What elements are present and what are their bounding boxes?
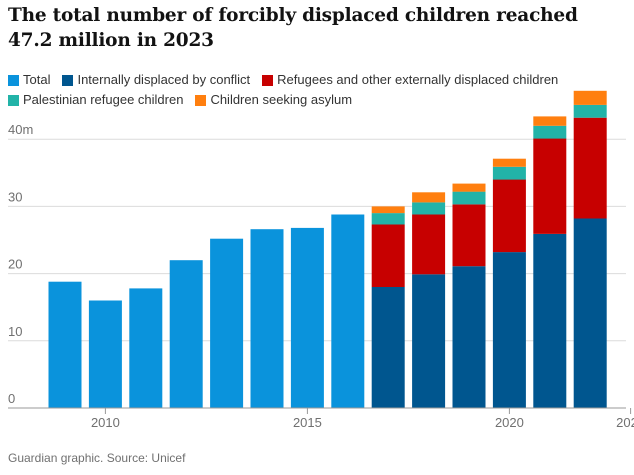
source-note: Guardian graphic. Source: Unicef xyxy=(8,451,186,465)
bar-total-2012 xyxy=(169,260,203,408)
y-tick-label-30: 30 xyxy=(8,189,22,204)
legend-row-1: Total Internally displaced by conflict R… xyxy=(8,70,630,90)
bar-total-2013 xyxy=(210,238,244,408)
bar-total-2010 xyxy=(88,300,122,408)
y-tick-label-40: 40m xyxy=(8,122,33,137)
legend-item-palestinian: Palestinian refugee children xyxy=(8,90,183,110)
x-tick-label-2015: 2015 xyxy=(293,415,322,430)
bar-palestinian-2019 xyxy=(452,191,486,205)
y-axis-labels: 0 10 20 30 40m xyxy=(8,122,33,406)
bar-idp-2018 xyxy=(412,274,446,408)
bar-palestinian-2018 xyxy=(412,202,446,215)
x-tick-label-2020: 2020 xyxy=(495,415,524,430)
chart-legend: Total Internally displaced by conflict R… xyxy=(8,70,630,110)
legend-item-refugees: Refugees and other externally displaced … xyxy=(262,70,558,90)
legend-item-asylum: Children seeking asylum xyxy=(195,90,352,110)
bar-idp-2017 xyxy=(371,287,405,408)
legend-label-refugees: Refugees and other externally displaced … xyxy=(277,72,559,87)
bar-palestinian-2017 xyxy=(371,213,405,225)
bar-refugees-2021 xyxy=(533,138,567,234)
bar-palestinian-2020 xyxy=(492,166,526,180)
bar-idp-2020 xyxy=(492,252,526,408)
legend-swatch-asylum xyxy=(195,94,207,106)
bar-total-2016 xyxy=(331,214,365,408)
legend-swatch-total xyxy=(8,74,19,86)
legend-row-2: Palestinian refugee children Children se… xyxy=(8,90,630,110)
x-axis: 2010 2015 2020 2023 xyxy=(8,407,634,430)
bar-asylum-2018 xyxy=(412,192,446,203)
bar-asylum-2021 xyxy=(533,116,567,126)
legend-label-idp: Internally displaced by conflict xyxy=(77,72,251,87)
bar-refugees-2020 xyxy=(492,179,526,253)
bars xyxy=(48,90,607,408)
legend-swatch-palestinian xyxy=(8,94,19,106)
x-tick-label-2023: 2023 xyxy=(616,415,634,430)
bar-total-2011 xyxy=(129,288,163,408)
legend-item-total: Total xyxy=(8,70,50,90)
bar-refugees-2018 xyxy=(412,214,446,275)
chart-title: The total number of forcibly displaced c… xyxy=(8,5,578,51)
x-tick-label-2010: 2010 xyxy=(91,415,120,430)
bar-asylum-2017 xyxy=(371,206,405,214)
legend-label-total: Total xyxy=(23,72,51,87)
y-tick-label-0: 0 xyxy=(8,391,15,406)
bar-palestinian-2021 xyxy=(533,125,567,139)
bar-refugees-2019 xyxy=(452,204,486,267)
bar-idp-2019 xyxy=(452,266,486,408)
bar-asylum-2022 xyxy=(573,90,607,105)
bar-total-2009 xyxy=(48,281,82,408)
legend-swatch-refugees xyxy=(262,74,274,86)
bar-refugees-2022 xyxy=(573,117,607,219)
bar-refugees-2017 xyxy=(371,224,405,287)
legend-swatch-idp xyxy=(62,74,74,86)
bar-idp-2022 xyxy=(573,218,607,408)
y-tick-label-10: 10 xyxy=(8,324,22,339)
bar-total-2014 xyxy=(250,229,284,408)
bar-asylum-2020 xyxy=(492,158,526,167)
legend-item-idp: Internally displaced by conflict xyxy=(62,70,250,90)
bar-asylum-2019 xyxy=(452,183,486,192)
legend-label-asylum: Children seeking asylum xyxy=(210,92,353,107)
bar-palestinian-2022 xyxy=(573,104,607,118)
y-tick-label-20: 20 xyxy=(8,257,22,272)
legend-label-palestinian: Palestinian refugee children xyxy=(23,92,184,107)
bar-total-2015 xyxy=(290,227,324,408)
bar-idp-2021 xyxy=(533,234,567,408)
